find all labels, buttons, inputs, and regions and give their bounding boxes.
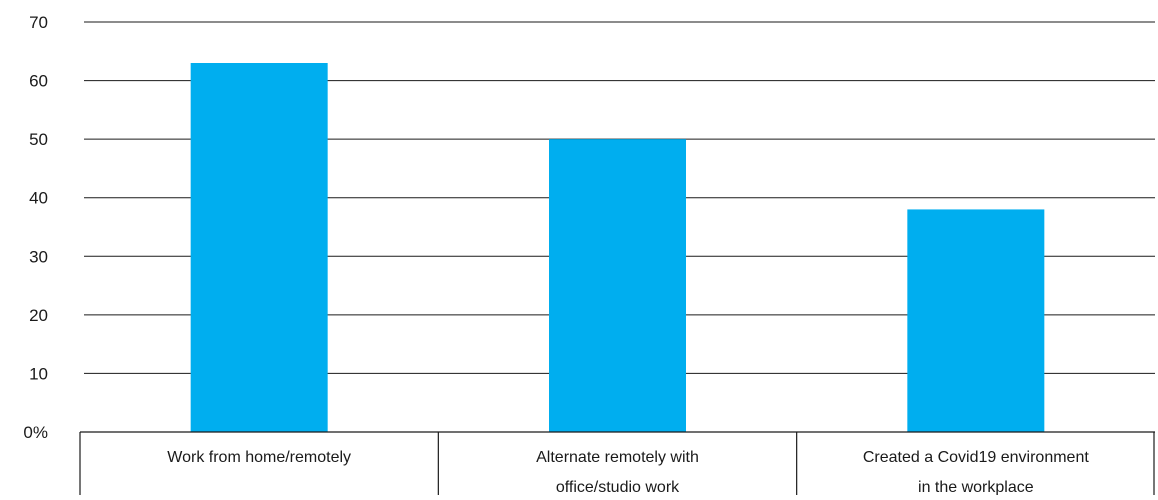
bar bbox=[907, 209, 1045, 432]
x-category-label-line: Created a Covid19 environment bbox=[863, 449, 1089, 466]
x-axis: Work from home/remotely Alternate remotel… bbox=[79, 431, 1155, 496]
x-category-label-line: Work from home/remotely bbox=[167, 449, 351, 466]
x-category-label-line: in the workplace bbox=[918, 479, 1034, 495]
y-tick-label: 10 bbox=[29, 364, 48, 383]
y-tick-label: 50 bbox=[29, 130, 48, 149]
x-category-label-line: Alternate remotely with bbox=[536, 449, 699, 466]
y-axis-ticks: 70 60 50 40 30 20 10 0% bbox=[23, 13, 48, 442]
y-tick-label: 70 bbox=[29, 13, 48, 32]
bars bbox=[190, 63, 1045, 432]
y-tick-label: 40 bbox=[29, 189, 48, 208]
y-tick-label: 20 bbox=[29, 306, 48, 325]
x-category-label-line: office/studio work bbox=[556, 479, 680, 495]
bar bbox=[549, 139, 686, 432]
y-tick-label: 30 bbox=[29, 247, 48, 266]
y-tick-label: 0% bbox=[23, 423, 48, 442]
x-category-label: Work from home/remotely bbox=[167, 449, 351, 466]
bar bbox=[190, 63, 328, 432]
y-tick-label: 60 bbox=[29, 72, 48, 91]
x-category-label: Alternate remotely with office/studio wor… bbox=[536, 449, 699, 495]
x-category-label: Created a Covid19 environment in the work… bbox=[863, 449, 1089, 495]
